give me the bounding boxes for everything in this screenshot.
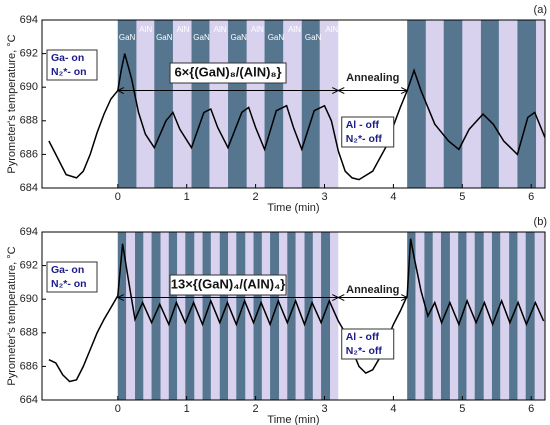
y-tick-label: 690 <box>20 293 38 305</box>
dark-band <box>443 20 463 188</box>
layer-label: GaN <box>156 33 173 42</box>
dark-band <box>154 20 173 188</box>
x-axis-label: Time (min) <box>267 202 319 214</box>
dark-band <box>304 232 313 400</box>
layer-label: GaN <box>119 33 136 42</box>
layer-label: AlN <box>325 25 338 34</box>
dark-band <box>202 232 211 400</box>
start-note: N₂*- on <box>51 278 87 290</box>
y-tick-label: 694 <box>20 226 38 238</box>
dark-band <box>407 20 426 188</box>
stop-note-box <box>341 116 395 148</box>
y-tick-label: 686 <box>20 360 38 372</box>
dark-band <box>219 232 229 400</box>
dark-band <box>407 232 416 400</box>
x-tick-label: 6 <box>528 191 534 203</box>
layer-label: AlN <box>288 25 301 34</box>
x-tick-label: 1 <box>184 191 190 203</box>
layer-label: AlN <box>176 25 189 34</box>
x-tick-label: 2 <box>253 191 259 203</box>
layer-label: GaN <box>305 33 322 42</box>
y-tick-label: 688 <box>20 115 38 127</box>
formula-box <box>169 62 287 84</box>
dark-band <box>117 232 127 400</box>
x-tick-label: 1 <box>184 403 190 415</box>
x-tick-label: 2 <box>253 403 259 415</box>
y-tick-label: 694 <box>20 14 38 26</box>
x-tick-label: 0 <box>115 403 121 415</box>
plot <box>48 20 545 188</box>
dark-band <box>253 232 262 400</box>
frame <box>41 231 546 401</box>
x-tick-label: 4 <box>390 403 396 415</box>
dark-band <box>480 20 499 188</box>
dark-band <box>185 232 195 400</box>
dark-band <box>270 232 280 400</box>
start-note-box <box>46 49 98 81</box>
x-axis-label: Time (min) <box>267 414 319 425</box>
y-tick-label: 692 <box>20 260 38 272</box>
temperature-line <box>48 238 545 383</box>
dark-band <box>117 20 137 188</box>
stop-note: Al - off <box>346 331 380 343</box>
layer-label: AlN <box>139 25 152 34</box>
x-tick-label: 3 <box>321 191 327 203</box>
x-tick-label: 3 <box>321 403 327 415</box>
x-tick-label: 6 <box>528 403 534 415</box>
plot <box>48 232 545 400</box>
start-note-box <box>46 261 98 293</box>
stop-note-box <box>341 328 395 360</box>
stop-note: N₂*- off <box>346 345 383 357</box>
x-tick-label: 0 <box>115 191 121 203</box>
x-tick-label: 4 <box>390 191 396 203</box>
y-tick-label: 686 <box>20 148 38 160</box>
dark-band <box>151 232 161 400</box>
start-note: N₂*- on <box>51 66 87 78</box>
dark-band <box>301 20 320 188</box>
frame <box>41 19 546 189</box>
anneal-note: Annealing <box>346 72 399 84</box>
start-note: Ga- on <box>51 52 84 64</box>
y-tick-label: 688 <box>20 327 38 339</box>
dark-band <box>517 20 537 188</box>
dark-band <box>321 232 331 400</box>
dark-band <box>264 20 284 188</box>
dark-band <box>135 232 144 400</box>
formula: 13×{(GaN)₄/(AlN)₄} <box>171 276 286 291</box>
anneal-note: Annealing <box>346 284 399 296</box>
dark-band <box>236 232 246 400</box>
layer-label: GaN <box>230 33 247 42</box>
layer-label: GaN <box>268 33 285 42</box>
y-tick-label: 692 <box>20 48 38 60</box>
stop-note: Al - off <box>346 119 380 131</box>
layer-label: GaN <box>193 33 210 42</box>
x-tick-label: 5 <box>459 403 465 415</box>
dark-band <box>168 232 178 400</box>
layer-label: AlN <box>251 25 264 34</box>
formula-box <box>169 274 287 296</box>
span-arrow <box>337 87 409 95</box>
y-tick-label: 690 <box>20 81 38 93</box>
y-axis-label: Pyrometer's temperature, °C <box>6 34 18 173</box>
dark-band <box>287 232 296 400</box>
start-note: Ga- on <box>51 264 84 276</box>
x-tick-label: 5 <box>459 191 465 203</box>
layer-label: AlN <box>214 25 227 34</box>
y-axis-label: Pyrometer's temperature, °C <box>6 246 18 385</box>
dark-band <box>440 232 450 400</box>
stop-note: N₂*- off <box>346 133 383 145</box>
panel-label: (a) <box>534 4 547 16</box>
temperature-line <box>48 53 545 181</box>
dark-band <box>228 20 247 188</box>
panel-label: (b) <box>534 216 547 228</box>
dark-band <box>191 20 210 188</box>
span-arrow <box>337 294 409 301</box>
formula: 6×{(GaN)₈/(AlN)₈} <box>174 64 281 79</box>
y-tick-label: 684 <box>20 182 38 194</box>
y-tick-label: 664 <box>20 394 38 406</box>
